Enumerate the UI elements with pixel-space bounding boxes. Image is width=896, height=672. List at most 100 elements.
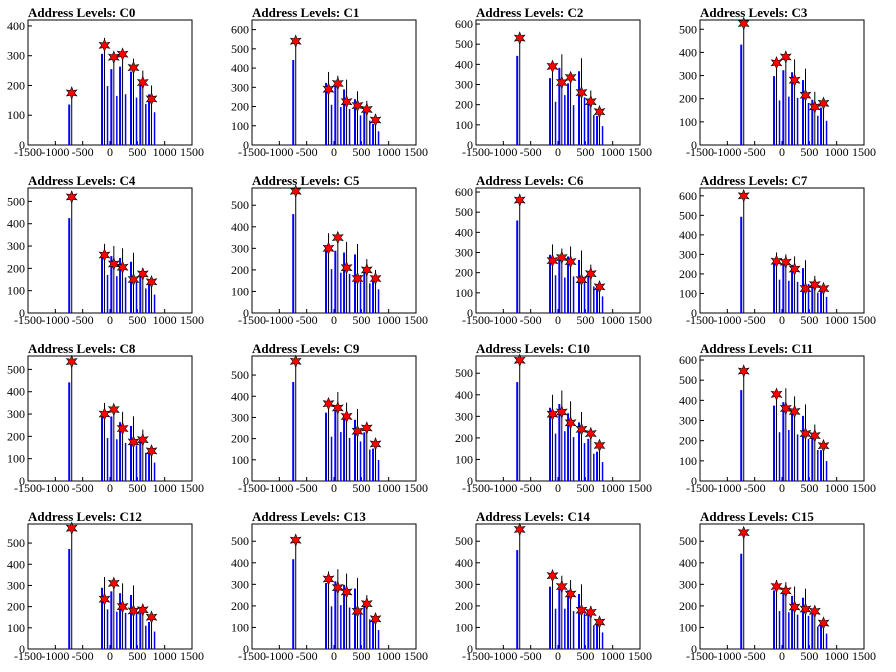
y-tick-label: 0: [691, 474, 697, 488]
plot-frame: [699, 19, 865, 146]
x-tick-label: 500: [352, 313, 370, 327]
peak-star-marker: [107, 402, 120, 417]
peak-star-marker: [322, 396, 335, 411]
chart-title: Address Levels: C5: [252, 173, 360, 188]
x-tick-label: 0: [331, 145, 337, 159]
x-tick-label: 500: [128, 145, 146, 159]
x-tick-label: -500: [744, 313, 766, 327]
peak-star-marker: [340, 260, 353, 275]
x-tick-label: 1000: [377, 649, 401, 663]
y-tick-label: 300: [679, 414, 697, 428]
y-tick-label: 500: [679, 373, 697, 387]
y-tick-label: 200: [7, 429, 25, 443]
peak-star-marker: [322, 241, 335, 256]
plot-frame: [699, 187, 865, 314]
x-tick-label: -500: [744, 649, 766, 663]
chart-panel-15: Address Levels: C15 0 100 200 300 400 500 -1500…: [679, 509, 876, 663]
x-tick-label: 1500: [404, 649, 428, 663]
x-tick-label: 1000: [825, 649, 849, 663]
peak-star-marker: [779, 50, 792, 64]
x-tick-label: -1000: [489, 313, 517, 327]
peak-star-marker: [127, 435, 140, 449]
peak-star-marker: [564, 254, 577, 269]
chart-title: Address Levels: C0: [28, 5, 135, 20]
y-tick-label: 100: [679, 454, 697, 468]
chart-title: Address Levels: C14: [476, 509, 590, 524]
plot-frame: [27, 19, 193, 146]
x-tick-label: -1500: [238, 481, 266, 495]
x-tick-label: 0: [107, 649, 113, 663]
peak-star-marker: [145, 610, 158, 625]
chart-panel-0: Address Levels: C0 0 100 200 300 400 -1500 -100…: [7, 5, 204, 159]
peak-star-marker: [360, 102, 373, 117]
y-tick-label: 400: [7, 385, 25, 399]
peak-star-marker: [808, 277, 821, 292]
x-tick-label: 1000: [153, 313, 177, 327]
x-tick-label: -500: [296, 313, 318, 327]
y-tick-label: 500: [231, 368, 249, 382]
peak-star-marker: [107, 257, 120, 271]
chart-title: Address Levels: C3: [700, 5, 808, 20]
y-tick-label: 400: [7, 19, 25, 33]
chart-panel-12: Address Levels: C12 0 100 200 300 400 500 -1500…: [7, 509, 204, 663]
y-tick-label: 200: [679, 92, 697, 106]
x-tick-label: -500: [72, 481, 94, 495]
x-tick-label: -500: [744, 481, 766, 495]
x-tick-label: 1500: [852, 481, 876, 495]
y-tick-label: 0: [691, 306, 697, 320]
x-tick-label: -1000: [41, 313, 69, 327]
peak-star-marker: [788, 600, 801, 614]
peak-star-marker: [136, 267, 149, 281]
y-tick-label: 100: [679, 115, 697, 129]
y-tick-label: 100: [455, 286, 473, 300]
peak-star-marker: [808, 428, 821, 443]
chart-panel-3: Address Levels: C30100200300400500-1500-…: [679, 5, 876, 159]
x-tick-label: -1000: [713, 145, 741, 159]
y-tick-label: 600: [679, 189, 697, 203]
x-tick-label: -1500: [238, 145, 266, 159]
y-tick-label: 200: [455, 266, 473, 280]
y-tick-label: 500: [455, 534, 473, 548]
peak-star-marker: [817, 281, 830, 296]
peak-star-marker: [564, 587, 577, 601]
peak-star-marker: [340, 94, 353, 109]
plot-frame: [251, 355, 417, 482]
peak-star-marker: [145, 444, 158, 458]
peak-star-marker: [351, 271, 364, 286]
x-tick-label: -1000: [489, 145, 517, 159]
x-tick-label: 500: [576, 481, 594, 495]
x-tick-label: 1500: [628, 313, 652, 327]
peak-star-marker: [546, 407, 559, 422]
peak-star-marker: [737, 364, 750, 378]
peak-star-marker: [513, 522, 526, 537]
peak-star-marker: [289, 354, 302, 369]
peak-star-marker: [584, 426, 597, 441]
y-tick-label: 0: [467, 306, 473, 320]
peak-star-marker: [65, 354, 78, 369]
y-tick-label: 300: [231, 80, 249, 94]
peak-star-marker: [351, 604, 364, 619]
peak-star-marker: [331, 580, 344, 595]
x-tick-label: -500: [72, 313, 94, 327]
y-tick-label: 200: [679, 434, 697, 448]
y-tick-label: 0: [691, 138, 697, 152]
y-tick-label: 200: [7, 600, 25, 614]
x-tick-label: 500: [576, 145, 594, 159]
x-tick-label: 1500: [852, 313, 876, 327]
peak-star-marker: [788, 404, 801, 419]
peak-star-marker: [770, 254, 783, 269]
peak-star-marker: [575, 603, 588, 618]
peak-star-marker: [546, 253, 559, 268]
y-tick-label: 500: [231, 42, 249, 56]
peak-star-marker: [779, 401, 792, 416]
y-tick-label: 500: [7, 362, 25, 376]
x-tick-label: -1000: [41, 145, 69, 159]
plot-frame: [475, 187, 641, 314]
y-tick-label: 300: [455, 78, 473, 92]
x-tick-label: -500: [72, 649, 94, 663]
y-tick-label: 200: [231, 599, 249, 613]
y-tick-label: 200: [231, 263, 249, 277]
x-tick-label: 0: [555, 145, 561, 159]
peak-star-marker: [322, 82, 335, 97]
x-tick-label: -1000: [41, 481, 69, 495]
